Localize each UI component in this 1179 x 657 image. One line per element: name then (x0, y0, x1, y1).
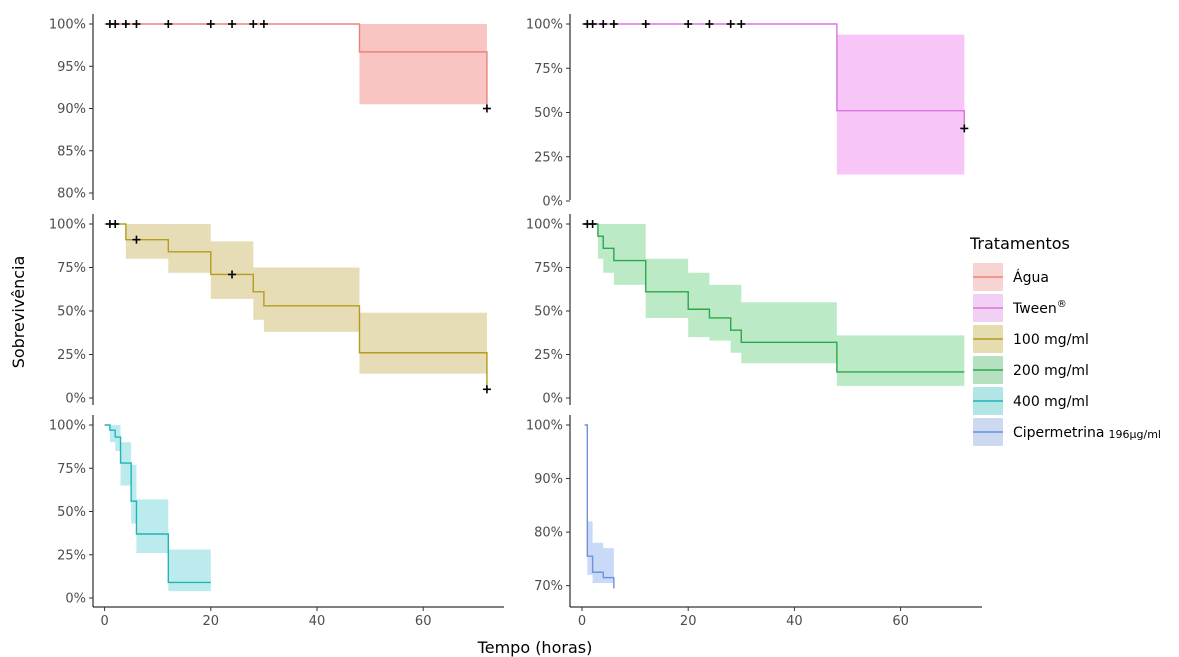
y-tick-label: 70% (534, 579, 563, 594)
censor-mark (121, 20, 130, 28)
y-tick-label: 80% (57, 187, 86, 202)
legend-item: 400 mg/ml (973, 387, 1089, 415)
censor-mark (599, 20, 608, 28)
censor-mark (111, 20, 120, 28)
y-tick-label: 100% (49, 218, 86, 233)
censor-mark (111, 220, 120, 228)
censor-mark (684, 20, 693, 28)
x-tick-label: 20 (203, 614, 220, 629)
censor-mark (726, 20, 735, 28)
survival-line (582, 223, 965, 373)
panel-5: 0% 25% 50% 75% 100% 0 20 40 60 (49, 415, 504, 629)
censor-mark (588, 220, 597, 228)
confidence-band (584, 425, 614, 583)
confidence-band (582, 224, 965, 386)
y-tick-label: 25% (534, 150, 563, 165)
legend-label: Cipermetrina 196µg/ml (1013, 425, 1161, 441)
censor-mark (641, 20, 650, 28)
y-tick-label: 50% (534, 305, 563, 320)
legend-item: Tween® (973, 294, 1067, 322)
censor-mark (259, 20, 268, 28)
y-tick-label: 75% (57, 261, 86, 276)
legend-label: 400 mg/ml (1013, 394, 1089, 410)
legend-title: Tratamentos (969, 234, 1070, 253)
panel-4: 0% 25% 50% 75% 100% (526, 214, 965, 407)
censor-mark (482, 385, 491, 394)
legend-item: 200 mg/ml (973, 356, 1089, 384)
y-tick-label: 0% (542, 195, 563, 210)
y-tick-label: 75% (57, 462, 86, 477)
censor-mark (228, 270, 237, 279)
y-tick-label: 75% (534, 62, 563, 77)
censor-mark (228, 20, 237, 28)
y-tick-label: 100% (526, 419, 563, 434)
legend-label: Água (1013, 269, 1049, 286)
panel-1: 80% 85% 90% 95% 100% (49, 14, 491, 202)
censor-mark (132, 235, 141, 244)
y-tick-label: 50% (57, 505, 86, 520)
censor-mark (960, 124, 969, 133)
x-axis-title: Tempo (horas) (477, 638, 593, 657)
legend-superscript: ® (1057, 299, 1067, 310)
censor-mark (737, 20, 746, 28)
legend-suffix: 196µg/ml (1109, 428, 1161, 441)
x-tick-label: 20 (680, 614, 697, 629)
survival-line (582, 23, 966, 129)
x-tick-label: 0 (578, 614, 586, 629)
censor-mark (705, 20, 714, 28)
y-tick-label: 100% (49, 419, 86, 434)
y-tick-label: 50% (534, 106, 563, 121)
panel-2: 0% 25% 50% 75% 100% (526, 14, 969, 210)
y-tick-label: 75% (534, 261, 563, 276)
censor-mark (588, 20, 597, 28)
y-tick-label: 25% (534, 348, 563, 363)
y-tick-label: 100% (526, 218, 563, 233)
y-tick-label: 100% (526, 18, 563, 33)
y-tick-label: 0% (542, 392, 563, 407)
y-tick-label: 50% (57, 305, 86, 320)
confidence-band (104, 224, 487, 374)
confidence-band (104, 24, 487, 105)
y-tick-label: 80% (534, 526, 563, 541)
y-tick-label: 85% (57, 144, 86, 159)
legend-item: 100 mg/ml (973, 325, 1089, 353)
y-tick-label: 25% (57, 348, 86, 363)
x-tick-label: 0 (100, 614, 108, 629)
panel-6: 70% 80% 90% 100% 0 20 40 60 (526, 415, 982, 629)
y-tick-label: 90% (57, 102, 86, 117)
survival-line (104, 23, 488, 109)
panels: 80% 85% 90% 95% 100% 0% 25% 50% 75% 100% 0% 25% 50% 7… (49, 14, 982, 629)
censor-mark (482, 104, 491, 113)
x-tick-label: 60 (892, 614, 909, 629)
survival-line (104, 424, 211, 584)
x-tick-label: 40 (309, 614, 326, 629)
x-tick-label: 40 (786, 614, 803, 629)
y-tick-label: 25% (57, 548, 86, 563)
legend: Tratamentos Água Tween® 100 mg/ml 200 mg/ml… (969, 234, 1161, 446)
legend-label: 100 mg/ml (1013, 332, 1089, 348)
legend-item: Água (973, 263, 1049, 291)
y-tick-label: 100% (49, 18, 86, 33)
censor-mark (609, 20, 618, 28)
legend-item: Cipermetrina 196µg/ml (973, 418, 1161, 446)
censor-mark (164, 20, 173, 28)
panel-3: 0% 25% 50% 75% 100% (49, 214, 491, 407)
y-axis-title: Sobrevivência (9, 256, 28, 369)
censor-mark (206, 20, 215, 28)
legend-label: Tween® (1012, 299, 1067, 317)
y-tick-label: 90% (534, 472, 563, 487)
y-tick-label: 95% (57, 60, 86, 75)
censor-mark (132, 20, 141, 28)
x-tick-label: 60 (415, 614, 432, 629)
censor-mark (249, 20, 258, 28)
y-tick-label: 0% (65, 392, 86, 407)
confidence-band (582, 24, 965, 175)
legend-label: 200 mg/ml (1013, 363, 1089, 379)
survival-line (584, 424, 615, 589)
y-tick-label: 0% (65, 592, 86, 607)
